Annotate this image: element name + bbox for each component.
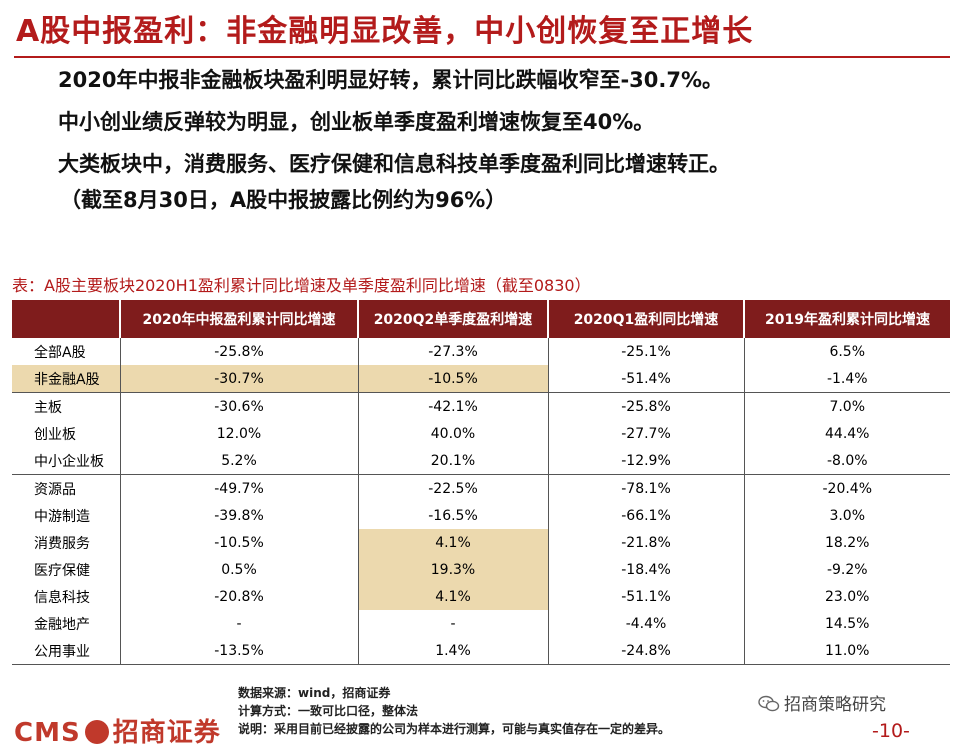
summary-line-1: 2020年中报非金融板块盈利明显好转，累计同比跌幅收窄至-30.7%。 [58, 68, 724, 92]
table-cell: -66.1% [548, 502, 745, 529]
row-label: 中小企业板 [12, 447, 121, 475]
table-cell: -20.4% [744, 474, 950, 502]
table-cell: -20.8% [120, 583, 359, 610]
table-cell: -78.1% [548, 474, 745, 502]
table-cell-highlighted: -30.7% [120, 365, 359, 393]
table-cell: -18.4% [548, 556, 745, 583]
table-cell: 44.4% [825, 425, 870, 442]
table-row: 全部A股 -25.8% -27.3% -25.1% 6.5% [12, 338, 950, 365]
table-cell-highlighted: 4.1% [358, 583, 549, 610]
table-cell: -9.2% [826, 561, 868, 578]
table-cell: -51.4% [548, 365, 745, 393]
table-cell: -30.6% [120, 392, 359, 420]
table-cell: -12.9% [548, 447, 745, 475]
footnotes: 数据来源：wind，招商证券 计算方式：一致可比口径，整体法 说明：采用目前已经… [238, 684, 670, 738]
table-header-q2: 2020Q2单季度盈利增速 [358, 300, 549, 338]
table-cell: -22.5% [358, 474, 549, 502]
logo-mark-icon [84, 720, 109, 744]
table-cell: 5.2% [120, 447, 359, 475]
table-cell: -27.3% [358, 338, 549, 365]
wechat-account: 招商策略研究 [758, 690, 886, 715]
footnote-note: 说明：采用目前已经披露的公司为样本进行测算，可能与真实值存在一定的差异。 [238, 722, 671, 736]
summary-line-2: 中小创业绩反弹较为明显，创业板单季度盈利增速恢复至40%。 [58, 110, 655, 134]
company-logo: CMS 招商证券 [14, 712, 221, 749]
table-row: 公用事业 -13.5% 1.4% -24.8% 11.0% [12, 637, 950, 665]
table-cell: -1.4% [826, 370, 868, 387]
table-cell: 0.5% [120, 556, 359, 583]
table-cell: - [120, 610, 359, 637]
title-divider [14, 56, 950, 58]
table-row: 资源品 -49.7% -22.5% -78.1% -20.4% [12, 474, 950, 502]
row-label: 资源品 [12, 474, 121, 502]
table-cell: 18.2% [825, 534, 870, 551]
table-row: 中小企业板 5.2% 20.1% -12.9% -8.0% [12, 447, 950, 475]
table-cell: -39.8% [120, 502, 359, 529]
table-header-h1-cumulative: 2020年中报盈利累计同比增速 [120, 300, 359, 338]
row-label: 中游制造 [12, 502, 121, 529]
row-label: 信息科技 [12, 583, 121, 610]
row-label: 创业板 [12, 420, 121, 447]
table-cell: -24.8% [548, 637, 745, 665]
table-cell-highlighted: 4.1% [358, 529, 549, 556]
logo-text-left: CMS [14, 718, 81, 748]
row-label: 金融地产 [12, 610, 121, 637]
table-header-2019: 2019年盈利累计同比增速 [744, 300, 950, 338]
table-row: 创业板 12.0% 40.0% -27.7% 44.4% [12, 420, 950, 447]
table-row: 信息科技 -20.8% 4.1% -51.1% 23.0% [12, 583, 950, 610]
table-cell: -13.5% [120, 637, 359, 665]
table-header-corner [12, 300, 121, 338]
table-cell: -27.7% [548, 420, 745, 447]
table-row: 消费服务 -10.5% 4.1% -21.8% 18.2% [12, 529, 950, 556]
table-cell: -10.5% [120, 529, 359, 556]
table-cell: 6.5% [829, 343, 866, 360]
table-row: 医疗保健 0.5% 19.3% -18.4% -9.2% [12, 556, 950, 583]
page-number: -10- [872, 720, 910, 742]
table-cell: -25.8% [120, 338, 359, 365]
table-cell: 20.1% [358, 447, 549, 475]
table-cell: - [358, 610, 549, 637]
table-cell: 1.4% [358, 637, 549, 665]
table-cell: -42.1% [358, 392, 549, 420]
summary-line-4: （截至8月30日，A股中报披露比例约为96%） [60, 188, 507, 212]
table-cell: 23.0% [825, 588, 870, 605]
row-label: 医疗保健 [12, 556, 121, 583]
table-row: 中游制造 -39.8% -16.5% -66.1% 3.0% [12, 502, 950, 529]
table-cell: -4.4% [548, 610, 745, 637]
row-label: 公用事业 [12, 637, 121, 665]
table-cell: -25.8% [548, 392, 745, 420]
row-label: 主板 [12, 392, 121, 420]
table-row: 金融地产 - - -4.4% 14.5% [12, 610, 950, 637]
earnings-growth-table: 2020年中报盈利累计同比增速 2020Q2单季度盈利增速 2020Q1盈利同比… [12, 300, 950, 665]
table-header-row: 2020年中报盈利累计同比增速 2020Q2单季度盈利增速 2020Q1盈利同比… [12, 300, 950, 338]
wechat-account-name: 招商策略研究 [784, 695, 886, 715]
slide-title: A股中报盈利：非金融明显改善，中小创恢复至正增长 [16, 14, 754, 49]
row-label: 消费服务 [12, 529, 121, 556]
table-cell: -49.7% [120, 474, 359, 502]
table-cell-highlighted: 19.3% [358, 556, 549, 583]
table-cell: 14.5% [825, 615, 870, 632]
table-cell: 11.0% [744, 637, 950, 665]
table-cell: -21.8% [548, 529, 745, 556]
row-label: 非金融A股 [12, 365, 121, 393]
logo-text-right: 招商证券 [112, 718, 221, 748]
table-cell: -16.5% [358, 502, 549, 529]
table-cell: 3.0% [829, 507, 866, 524]
table-row: 主板 -30.6% -42.1% -25.8% 7.0% [12, 392, 950, 420]
wechat-icon [758, 695, 780, 712]
row-label: 全部A股 [12, 338, 121, 365]
table-cell: -25.1% [548, 338, 745, 365]
table-cell-highlighted: -10.5% [358, 365, 549, 393]
footnote-method: 计算方式：一致可比口径，整体法 [238, 704, 419, 718]
table-caption: 表：A股主要板块2020H1盈利累计同比增速及单季度盈利同比增速（截至0830） [12, 276, 591, 295]
table-header-q1: 2020Q1盈利同比增速 [548, 300, 745, 338]
table-cell: -8.0% [826, 452, 868, 469]
table-cell: 12.0% [120, 420, 359, 447]
table-row: 非金融A股 -30.7% -10.5% -51.4% -1.4% [12, 365, 950, 393]
table-cell: 40.0% [358, 420, 549, 447]
table-cell: -51.1% [548, 583, 745, 610]
table-cell: 7.0% [744, 392, 950, 420]
footnote-source: 数据来源：wind，招商证券 [238, 686, 391, 700]
summary-line-3: 大类板块中，消费服务、医疗保健和信息科技单季度盈利同比增速转正。 [58, 152, 730, 176]
